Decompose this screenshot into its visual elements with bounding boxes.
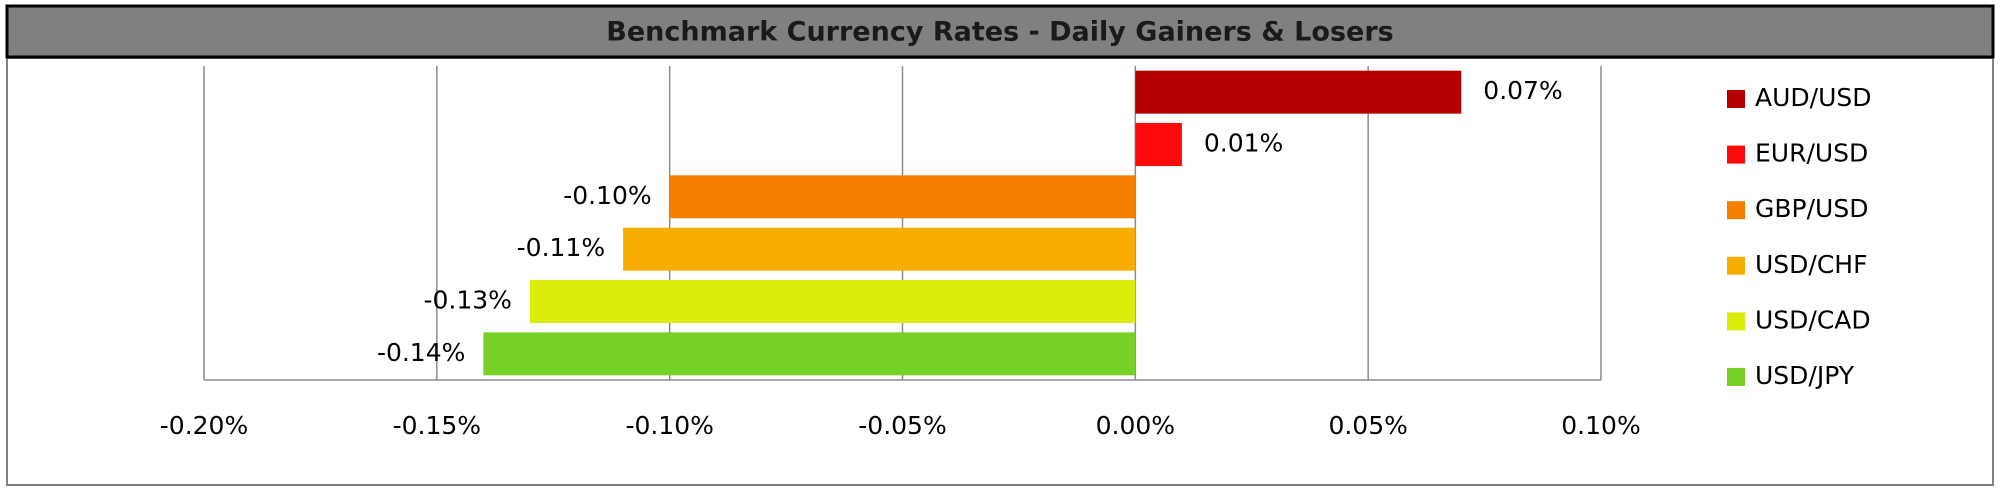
legend-label: GBP/USD <box>1755 194 1868 223</box>
legend-label: USD/CHF <box>1755 250 1867 279</box>
data-label: 0.07% <box>1483 76 1562 105</box>
bar <box>623 227 1136 271</box>
legend-swatch <box>1727 90 1745 108</box>
x-tick-label: -0.20% <box>160 411 248 440</box>
bar <box>1135 70 1462 114</box>
chart-frame <box>6 57 1994 486</box>
x-tick-label: -0.05% <box>858 411 946 440</box>
title-bar <box>5 4 1995 59</box>
x-tick-label: -0.15% <box>393 411 481 440</box>
legend-swatch <box>1727 256 1745 275</box>
legend-swatch <box>1727 312 1745 331</box>
legend-label: AUD/USD <box>1755 83 1872 112</box>
data-label: -0.14% <box>377 338 465 367</box>
bar <box>529 280 1136 323</box>
data-label: -0.10% <box>563 181 651 210</box>
legend-label: USD/JPY <box>1755 361 1855 390</box>
legend-swatch <box>1727 368 1745 386</box>
legend-label: EUR/USD <box>1755 139 1868 168</box>
legend-label: USD/CAD <box>1755 305 1871 334</box>
bar <box>669 175 1136 219</box>
bar <box>483 332 1136 376</box>
legend-swatch <box>1727 145 1745 164</box>
data-label: -0.13% <box>424 286 512 315</box>
data-label: 0.01% <box>1204 129 1283 158</box>
data-label: -0.11% <box>517 233 605 262</box>
x-tick-label: -0.10% <box>625 411 713 440</box>
x-tick-label: 0.00% <box>1096 411 1175 440</box>
legend-swatch <box>1727 201 1745 220</box>
x-tick-label: 0.05% <box>1328 411 1407 440</box>
bar <box>1135 123 1182 166</box>
x-tick-label: 0.10% <box>1561 411 1640 440</box>
chart-title: Benchmark Currency Rates - Daily Gainers… <box>606 17 1393 48</box>
